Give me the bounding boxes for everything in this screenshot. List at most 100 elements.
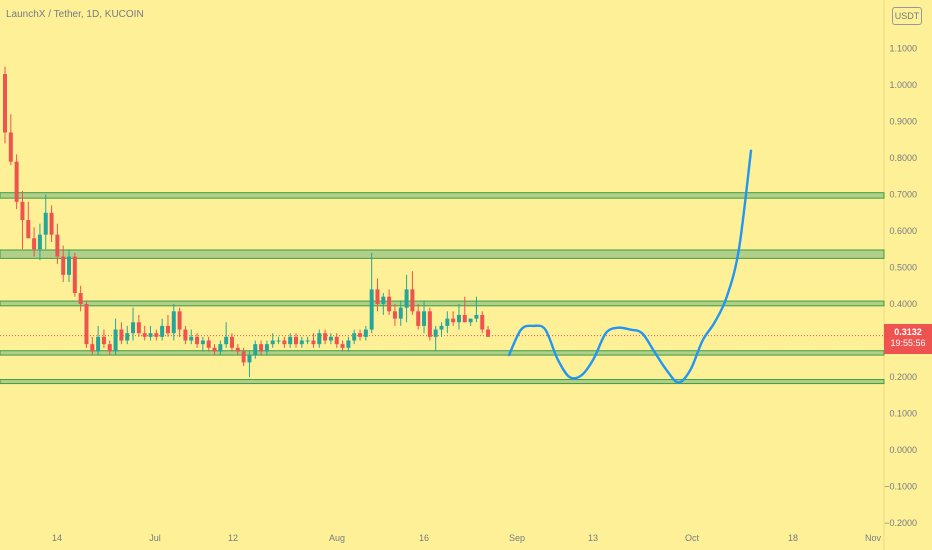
sr-zone (0, 300, 885, 307)
price-axis[interactable]: 1.1000 1.0000 0.9000 0.8000 0.7000 0.6000 0.50… (884, 44, 917, 529)
price-tick-label: 1.0000 (889, 80, 917, 90)
time-tick-label: Sep (509, 533, 525, 543)
time-tick-label: 16 (419, 533, 429, 543)
last-price-value: 0.3132 (894, 327, 922, 337)
candle-body (3, 74, 7, 133)
candle-body (200, 340, 205, 345)
candle-body (90, 344, 95, 352)
candle-body (212, 347, 217, 352)
candle-body (311, 340, 316, 345)
candle-body (468, 318, 473, 323)
candle-body (369, 289, 374, 330)
candle-body (247, 355, 252, 363)
candle-body (101, 336, 106, 345)
last-price-label: 0.3132 19:55:56 (884, 324, 932, 354)
candle-body (189, 336, 194, 341)
candle-body (154, 333, 159, 337)
candle-body (288, 336, 293, 345)
candle-body (474, 314, 479, 319)
candle-body (334, 336, 339, 345)
candle-body (67, 256, 72, 275)
candle-body (264, 344, 269, 352)
candle-body (276, 340, 281, 342)
candle-body (43, 212, 48, 235)
candle-body (206, 340, 211, 348)
price-tick-label: 1.1000 (889, 44, 917, 54)
candle-body (299, 340, 304, 345)
time-tick-label: 18 (788, 533, 798, 543)
candle-body (55, 234, 60, 257)
candle-body (49, 212, 54, 235)
price-tick-label: 0.2000 (889, 372, 917, 382)
candle-body (78, 293, 83, 304)
projection-curve (507, 149, 753, 384)
price-tick-label: −0.1000 (884, 482, 917, 492)
candle-body (142, 333, 147, 337)
candle-body (235, 347, 240, 352)
price-tick-label: −0.2000 (884, 518, 917, 528)
support-resistance-zones (0, 192, 885, 385)
candle-body (427, 311, 432, 337)
candle-body (480, 314, 485, 330)
candle-body (125, 333, 130, 341)
candle-body (422, 311, 427, 326)
candle-body (340, 344, 345, 348)
candle-body (456, 314, 461, 323)
candle-body (37, 234, 42, 250)
time-tick-label: 12 (228, 533, 238, 543)
candle-body (195, 336, 200, 345)
candle-body (451, 318, 456, 323)
candle-body (218, 344, 223, 352)
candle-body (131, 322, 136, 334)
candle-body (352, 333, 357, 341)
candle-body (317, 333, 322, 345)
candle-body (410, 289, 415, 312)
candle-body (14, 161, 19, 202)
currency-unit-badge[interactable]: USDT (892, 7, 922, 25)
candle-body (445, 318, 450, 326)
candle-body (375, 289, 380, 304)
symbol-title: LaunchX / Tether, 1D, KUCOIN (6, 9, 144, 20)
candle-body (270, 340, 275, 345)
candle-body (229, 336, 234, 348)
candle-body (84, 304, 89, 345)
candle-body (398, 307, 403, 319)
candle-body (177, 311, 182, 330)
sr-zone (0, 350, 885, 356)
sr-zone (0, 192, 885, 199)
candle-body (183, 329, 188, 341)
price-tick-label: 0.5000 (889, 263, 917, 273)
price-tick-label: 0.4000 (889, 299, 917, 309)
time-tick-label: Oct (685, 533, 700, 543)
candle-body (259, 344, 264, 352)
candle-body (107, 344, 112, 352)
time-tick-label: 14 (52, 533, 62, 543)
candle-body (433, 329, 438, 337)
candle-body (72, 256, 77, 294)
candle-body (165, 325, 170, 334)
price-tick-label: 0.8000 (889, 153, 917, 163)
candle-body (113, 329, 118, 352)
candle-countdown: 19:55:56 (890, 338, 926, 348)
candle-body (148, 333, 153, 337)
candle-body (323, 333, 328, 341)
price-tick-label: 0.0000 (889, 445, 917, 455)
time-tick-label: Jul (149, 533, 161, 543)
candle-body (294, 336, 298, 345)
candle-body (416, 311, 421, 326)
time-axis[interactable]: 14 Jul 12 Aug 16 Sep 13 Oct 18 Nov (52, 533, 882, 543)
price-tick-label: 0.6000 (889, 226, 917, 236)
candle-body (20, 201, 25, 221)
candle-body (404, 289, 409, 308)
candle-body (136, 322, 141, 334)
candle-body (224, 336, 229, 345)
candle-body (119, 329, 124, 341)
candle-body (160, 325, 165, 337)
candle-body (392, 311, 397, 319)
time-tick-label: Aug (329, 533, 345, 543)
candle-body (381, 296, 386, 304)
sr-zone (0, 249, 885, 259)
candle-body (282, 340, 287, 345)
candle-body (241, 351, 246, 363)
